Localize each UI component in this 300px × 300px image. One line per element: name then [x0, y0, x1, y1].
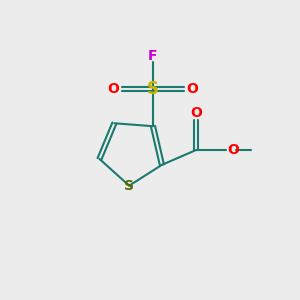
Text: O: O	[107, 82, 119, 96]
Text: O: O	[227, 143, 239, 157]
Text: F: F	[148, 49, 158, 63]
Text: S: S	[124, 179, 134, 193]
Text: O: O	[187, 82, 198, 96]
Text: O: O	[190, 106, 202, 120]
Text: S: S	[147, 80, 159, 98]
